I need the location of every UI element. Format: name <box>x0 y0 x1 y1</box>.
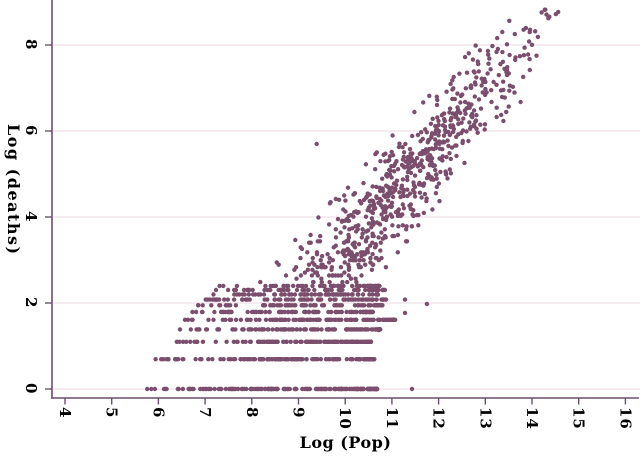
x-tick-label: 13 <box>476 407 495 430</box>
x-tick-label: 9 <box>289 407 308 419</box>
data-points <box>145 7 561 392</box>
y-tick-label: 8 <box>22 39 40 51</box>
y-tick-label: 4 <box>22 211 40 223</box>
x-tick-label: 11 <box>382 407 401 430</box>
x-tick-label: 5 <box>102 407 121 419</box>
y-tick-label: 6 <box>22 125 40 137</box>
y-axis-title: Log (deaths) <box>4 124 23 256</box>
x-tick-label: 12 <box>429 407 448 430</box>
y-tick-label: 0 <box>22 383 40 395</box>
x-tick-label: 4 <box>56 407 74 419</box>
x-tick-label: 10 <box>336 407 355 430</box>
y-tick-label: 2 <box>22 297 40 309</box>
x-axis-title: Log (Pop) <box>299 433 392 452</box>
x-tick-label: 16 <box>616 407 635 430</box>
x-tick-label: 7 <box>196 407 215 419</box>
x-tick-label: 8 <box>242 407 261 419</box>
x-tick-label: 15 <box>569 407 588 430</box>
gridlines <box>52 44 640 390</box>
x-tick-label: 14 <box>523 407 541 430</box>
tick-marks <box>45 44 627 405</box>
x-tick-label: 6 <box>149 407 168 419</box>
